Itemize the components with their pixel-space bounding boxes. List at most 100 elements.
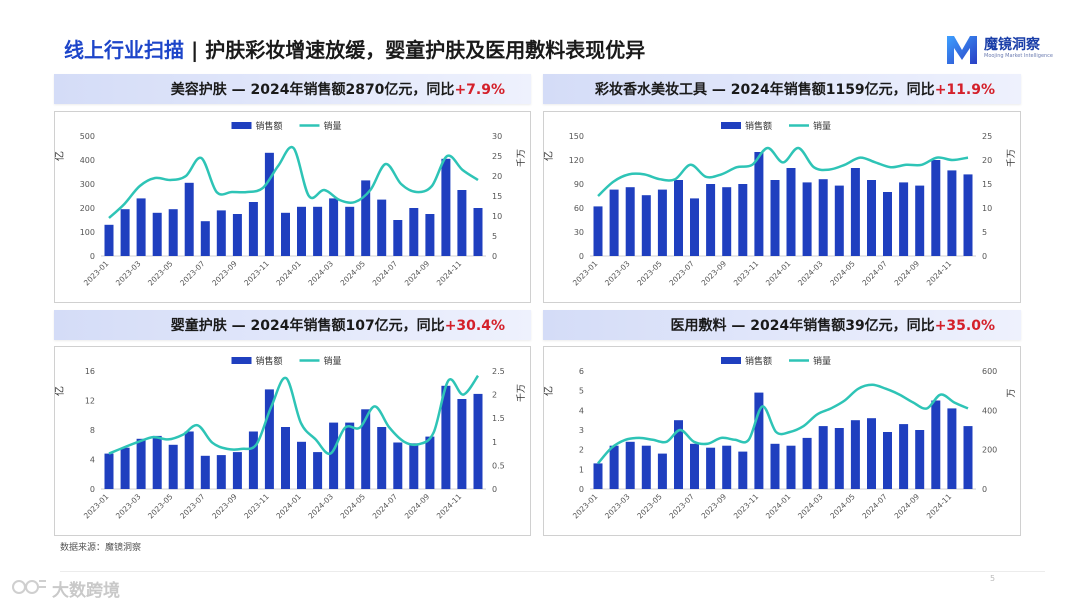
bar-sales (393, 442, 403, 489)
y-left-tick-label: 300 (80, 180, 95, 189)
x-tick-label: 2023-05 (146, 492, 175, 521)
bar-sales (963, 174, 973, 256)
bar-sales (152, 435, 162, 489)
logo-tagline: Moojing Market Intelligence (984, 53, 1054, 59)
chart-skincare: 销售额 销量 0 100 200 300 400 500 0 5 10 15 20 25 30 亿 千万 2023… (55, 120, 527, 288)
y-right-tick-label: 0 (492, 252, 497, 261)
x-tick-label: 2024-05 (828, 259, 857, 288)
y-left-tick-label: 2 (579, 446, 584, 455)
bar-sales (690, 443, 699, 489)
bar-sales (457, 399, 467, 489)
bar-sales (818, 426, 828, 489)
y-left-tick-label: 12 (85, 397, 95, 406)
bar-sales (722, 187, 732, 256)
x-tick-label: 2024-03 (796, 259, 825, 288)
x-tick-label: 2024-03 (796, 492, 825, 521)
panel-header-skincare: 美容护肤 — 2024年销售额2870亿元，同比+7.9% (54, 74, 531, 104)
bar-sales (216, 210, 226, 256)
chart-legend: 销售额 销量 (721, 355, 831, 367)
bar-sales (641, 445, 651, 489)
legend-swatch-bar (721, 357, 741, 364)
chart-legend: 销售额 销量 (721, 120, 831, 132)
x-tick-label: 2024-01 (274, 492, 303, 521)
page-number: 5 (990, 574, 996, 583)
y-right-unit: 千万 (516, 384, 527, 402)
bar-sales (377, 199, 387, 256)
bar-sales (248, 431, 258, 489)
bar-sales (361, 180, 371, 256)
x-tick-label: 2024-07 (860, 259, 889, 288)
bar-sales (104, 224, 114, 256)
bar-sales (770, 443, 780, 489)
bar-sales (818, 179, 828, 256)
bar-sales (850, 420, 860, 489)
legend-label-sales: 销售额 (256, 355, 283, 367)
line-volume (108, 374, 480, 456)
bar-sales (690, 198, 699, 256)
bar-sales (657, 189, 667, 256)
x-tick-label: 2024-09 (893, 259, 922, 288)
bar-sales (120, 447, 130, 489)
y-right-unit: 千万 (1006, 149, 1017, 167)
chart-panel-skincare: 销售额 销量 0 100 200 300 400 500 0 5 10 15 20 25 30 亿 千万 2023… (54, 111, 531, 303)
bar-sales (641, 195, 651, 256)
y-left-tick-label: 5 (579, 387, 584, 396)
logo-mark-icon (947, 36, 977, 64)
y-right-tick-label: 200 (982, 446, 997, 455)
y-left-unit: 亿 (55, 151, 66, 161)
y-right-tick-label: 0.5 (492, 461, 505, 470)
x-tick-label: 2024-09 (893, 492, 922, 521)
y-right-tick-label: 10 (982, 204, 992, 213)
x-tick-label: 2023-01 (571, 259, 600, 288)
bar-sales (248, 202, 258, 256)
bar-sales (297, 206, 306, 256)
bar-sales (706, 184, 716, 256)
x-tick-label: 2024-11 (925, 492, 954, 521)
x-tick-label: 2024-01 (764, 492, 793, 521)
y-right-tick-label: 5 (982, 228, 987, 237)
y-right-tick-label: 5 (492, 232, 497, 241)
bar-sales (593, 463, 603, 489)
y-left-tick-label: 3 (579, 426, 584, 435)
x-tick-label: 2023-07 (667, 492, 696, 521)
x-tick-label: 2023-11 (732, 492, 761, 521)
y-left-tick-label: 30 (574, 228, 584, 237)
panel-title: 彩妆香水美妆工具 — 2024年销售额1159亿元，同比+11.9% (595, 82, 995, 98)
y-left-tick-label: 0 (579, 485, 584, 494)
x-tick-label: 2023-09 (210, 492, 239, 521)
y-left-tick-label: 1 (579, 465, 584, 474)
x-tick-label: 2023-11 (242, 492, 271, 521)
x-tick-label: 2023-05 (635, 259, 664, 288)
y-right-tick-label: 2 (492, 391, 497, 400)
bar-sales (473, 393, 483, 489)
chart-legend: 销售额 销量 (231, 355, 342, 367)
x-tick-label: 2024-03 (306, 492, 335, 521)
y-right-tick-label: 25 (982, 132, 992, 141)
bar-sales (850, 168, 860, 256)
legend-label-sales: 销售额 (745, 355, 772, 367)
growth-rate: +30.4% (444, 318, 505, 334)
logo-name: 魔镜洞察 (984, 37, 1040, 53)
bar-sales (625, 441, 635, 489)
panel-title: 婴童护肤 — 2024年销售额107亿元，同比+30.4% (170, 318, 505, 334)
bar-sales (184, 431, 194, 489)
x-tick-label: 2024-01 (764, 259, 793, 288)
page-title: 线上行业扫描 | 护肤彩妆增速放缓，婴童护肤及医用敷料表现优异 (64, 34, 645, 63)
bar-sales (609, 445, 619, 489)
y-left-unit: 亿 (544, 386, 555, 396)
bar-sales (313, 452, 323, 489)
bar-sales (104, 453, 114, 489)
y-right-tick-label: 20 (492, 172, 502, 181)
y-right-tick-label: 400 (982, 406, 997, 415)
x-tick-label: 2024-07 (371, 492, 400, 521)
legend-label-volume: 销量 (324, 355, 342, 367)
x-tick-label: 2024-05 (339, 492, 368, 521)
x-tick-label: 2023-03 (114, 492, 143, 521)
bar-sales (834, 428, 844, 489)
y-left-unit: 亿 (55, 386, 66, 396)
bar-sales (786, 445, 796, 489)
y-left-tick-label: 120 (569, 156, 584, 165)
x-tick-label: 2023-05 (635, 492, 664, 521)
growth-rate: +35.0% (934, 318, 995, 334)
